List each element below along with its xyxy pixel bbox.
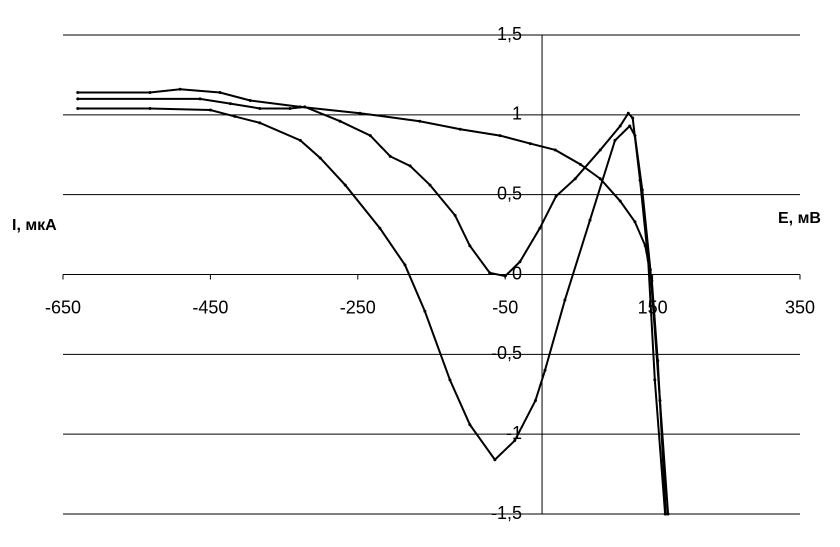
y-axis-title: I, мкА [12, 217, 57, 234]
data-point [503, 274, 507, 278]
data-point [613, 138, 617, 142]
data-point [488, 271, 492, 275]
data-point [343, 183, 347, 187]
data-point [573, 177, 577, 181]
data-point [643, 244, 647, 248]
data-point [228, 102, 232, 106]
data-point [513, 439, 517, 443]
data-point [208, 108, 212, 112]
data-point [553, 148, 557, 152]
data-point [428, 183, 432, 187]
data-point [258, 106, 262, 110]
data-point [653, 378, 657, 382]
data-point [598, 148, 602, 152]
data-point [248, 98, 252, 102]
data-point [633, 220, 637, 224]
data-point [498, 134, 502, 138]
data-point [408, 164, 412, 168]
data-point [403, 263, 407, 267]
data-point [76, 97, 80, 101]
data-point [631, 116, 635, 120]
data-point [178, 87, 182, 91]
data-point [148, 90, 152, 94]
data-point [358, 111, 362, 115]
data-point [533, 399, 537, 403]
data-point [148, 106, 152, 110]
data-point [288, 106, 292, 110]
data-point [618, 124, 622, 128]
data-point [656, 359, 660, 363]
data-point [218, 90, 222, 94]
data-point [638, 178, 642, 182]
data-point [298, 105, 302, 109]
data-point [453, 213, 457, 217]
data-point [493, 458, 497, 462]
data-point [258, 121, 262, 125]
data-line [77, 88, 667, 515]
data-point [626, 111, 630, 115]
data-point [628, 124, 632, 128]
data-point [298, 138, 302, 142]
x-tick-label: 350 [785, 297, 815, 317]
data-point [388, 154, 392, 158]
x-tick-label: -450 [192, 297, 228, 317]
y-tick-label: -0,5 [491, 343, 522, 363]
data-point [618, 199, 622, 203]
data-point [538, 226, 542, 230]
x-axis-title: E, мВ [778, 210, 821, 227]
data-point [423, 309, 427, 313]
data-point [543, 368, 547, 372]
data-point [578, 162, 582, 166]
data-point [448, 378, 452, 382]
data-point [378, 226, 382, 230]
data-point [666, 512, 670, 516]
data-point [588, 218, 592, 222]
data-point [76, 90, 80, 94]
data-point [664, 512, 668, 516]
data-point [233, 114, 237, 118]
data-point [198, 97, 202, 101]
x-tick-label: -250 [340, 297, 376, 317]
data-point [418, 119, 422, 123]
data-point [76, 106, 80, 110]
data-point [468, 244, 472, 248]
y-tick-label: 1 [512, 104, 522, 124]
data-point [318, 156, 322, 160]
data-point [518, 260, 522, 264]
x-tick-label: -50 [492, 297, 518, 317]
y-tick-label: 0,5 [497, 183, 522, 203]
y-tick-label: 0 [512, 263, 522, 283]
data-point [554, 194, 558, 198]
data-point [650, 279, 654, 283]
data-point [368, 134, 372, 138]
data-point [563, 298, 567, 302]
data-point [338, 119, 342, 123]
y-tick-label: 1,5 [497, 24, 522, 44]
data-point [458, 127, 462, 131]
x-tick-label: -650 [45, 297, 81, 317]
data-point [528, 142, 532, 146]
data-point [598, 177, 602, 181]
y-tick-label: -1,5 [491, 503, 522, 523]
data-point [468, 423, 472, 427]
y-tick-label: -1 [506, 423, 522, 443]
